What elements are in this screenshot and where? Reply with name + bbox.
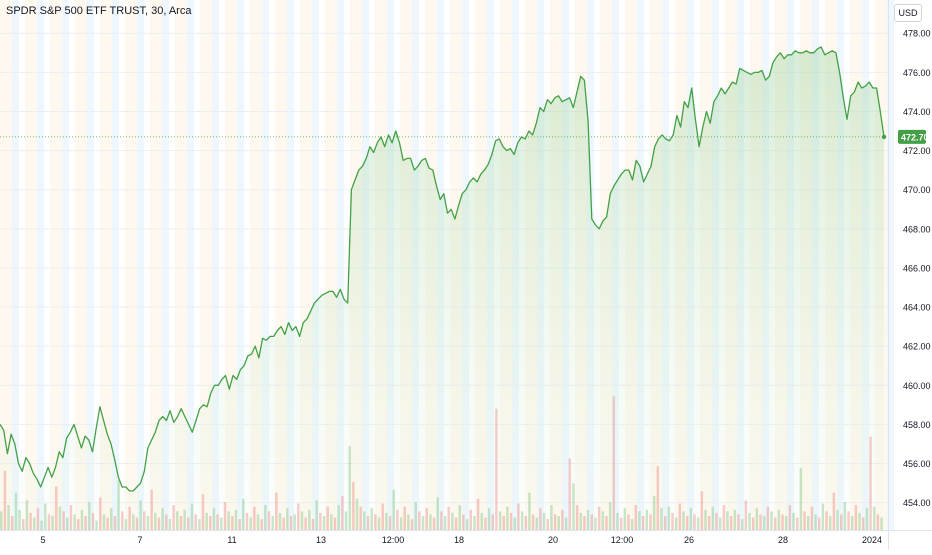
x-tick-label: 12:00: [382, 535, 405, 545]
session-band-post: [237, 0, 244, 530]
x-tick-label: 11: [227, 535, 236, 545]
y-tick-label: 476.00: [903, 68, 931, 78]
x-tick-label: 7: [137, 535, 142, 545]
session-band-pre: [25, 0, 37, 530]
session-band-post: [137, 0, 144, 530]
last-price-badge: [898, 129, 926, 144]
y-tick-label: 474.00: [903, 107, 931, 117]
session-band-pre: [150, 0, 162, 530]
x-tick-label: 28: [778, 535, 788, 545]
y-tick-label: 478.00: [903, 29, 931, 39]
x-tick-label: 26: [684, 535, 694, 545]
price-line: [0, 46, 885, 492]
price-area: [0, 46, 884, 531]
session-band-post: [287, 0, 294, 530]
chart-title: SPDR S&P 500 ETF TRUST, 30, Arca: [6, 5, 192, 17]
session-band-post: [887, 0, 894, 530]
x-tick-label: 2024: [862, 535, 882, 545]
session-band-post: [162, 0, 169, 530]
session-band-post: [212, 0, 219, 530]
x-tick-label: 5: [40, 535, 45, 545]
session-band-pre: [0, 0, 12, 530]
price-area-fill: [0, 46, 884, 531]
session-band-post: [87, 0, 94, 530]
y-tick-label: 460.00: [903, 381, 931, 391]
session-band-pre: [75, 0, 87, 530]
session-band-pre: [50, 0, 62, 530]
y-tick-label: 464.00: [903, 303, 931, 313]
y-tick-label: 456.00: [903, 459, 931, 469]
last-price-dot: [881, 134, 887, 140]
price-series-line: [0, 46, 885, 492]
x-tick-label: 18: [454, 535, 464, 545]
session-band-post: [62, 0, 69, 530]
x-tick-label: 13: [316, 535, 326, 545]
currency-button[interactable]: USD: [894, 4, 922, 22]
session-band-post: [12, 0, 19, 530]
session-band-post: [337, 0, 344, 530]
y-tick-label: 454.00: [903, 498, 931, 508]
session-band-post: [112, 0, 119, 530]
last-price-label: 472.70: [901, 132, 929, 142]
y-tick-label: 468.00: [903, 224, 931, 234]
session-band-pre: [125, 0, 137, 530]
session-band-post: [37, 0, 44, 530]
y-tick-label: 462.00: [903, 342, 931, 352]
y-tick-label: 458.00: [903, 420, 931, 430]
session-band-post: [312, 0, 319, 530]
y-tick-label: 466.00: [903, 263, 931, 273]
x-tick-label: 12:00: [611, 535, 634, 545]
x-tick-label: 20: [548, 535, 558, 545]
y-tick-label: 472.00: [903, 146, 931, 156]
session-band-post: [187, 0, 194, 530]
y-tick-label: 470.00: [903, 185, 931, 195]
session-band-pre: [175, 0, 187, 530]
session-band-pre: [100, 0, 112, 530]
session-band-post: [262, 0, 269, 530]
